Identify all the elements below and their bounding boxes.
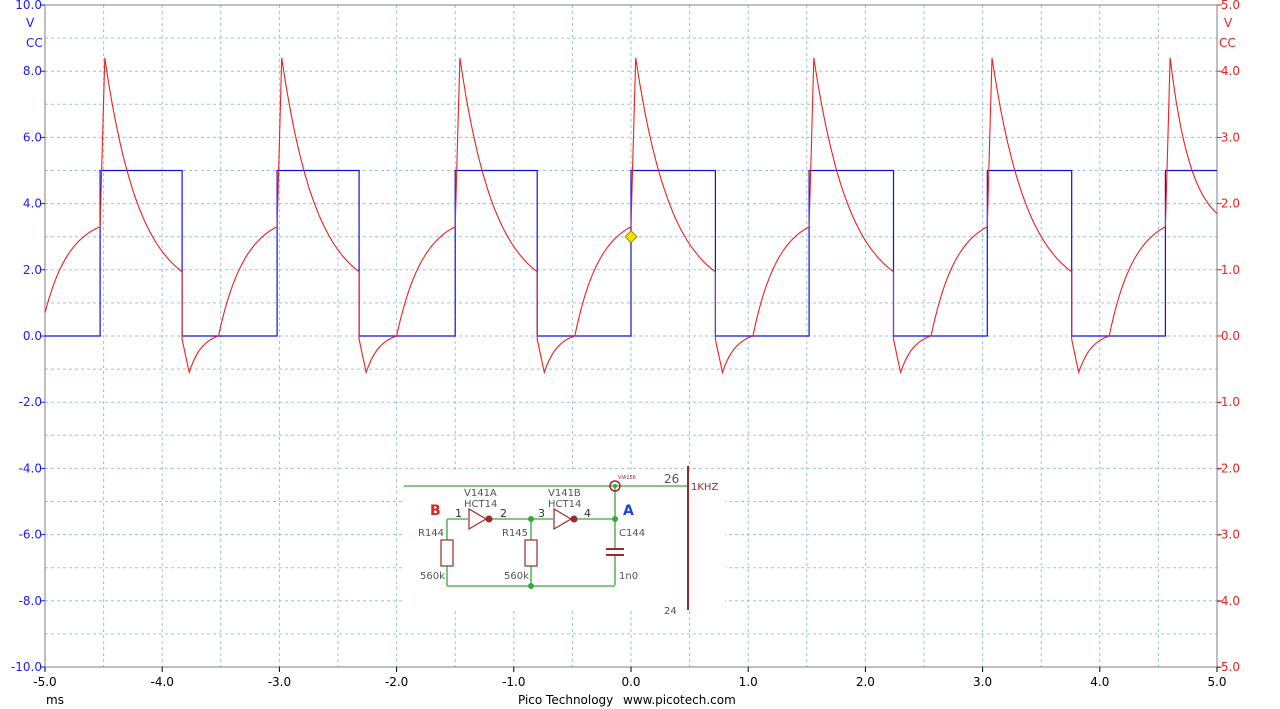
right-tick-label: -4.0 xyxy=(1217,594,1240,608)
gate1-type: HCT14 xyxy=(464,499,497,510)
resistor-r144 xyxy=(440,539,454,567)
x-axis-unit-label: ms xyxy=(46,693,64,707)
gate2-name: V141B xyxy=(548,488,581,499)
right-axis-unit: V xyxy=(1224,16,1233,30)
x-tick-label: 4.0 xyxy=(1090,675,1109,689)
c144-value: 1n0 xyxy=(619,571,638,582)
x-tick-label: 1.0 xyxy=(739,675,758,689)
right-tick-label: -5.0 xyxy=(1217,660,1240,674)
pin-3-label: 3 xyxy=(538,507,545,520)
left-tick-label: 6.0 xyxy=(23,130,42,144)
inverter-gate-v141b xyxy=(553,507,573,531)
net-name: 1KHZ xyxy=(691,482,718,493)
schematic-background xyxy=(402,470,725,610)
right-tick-label: -3.0 xyxy=(1217,528,1240,542)
left-axis-coupling: CC xyxy=(26,36,43,50)
node-label-b: B xyxy=(430,503,441,519)
left-tick-label: -10.0 xyxy=(11,660,42,674)
net-number: 26 xyxy=(664,472,679,486)
c144-name: C144 xyxy=(619,528,645,539)
x-tick-label: -5.0 xyxy=(33,675,56,689)
via-pad xyxy=(609,480,621,492)
x-tick-label: -4.0 xyxy=(150,675,173,689)
pin-4-label: 4 xyxy=(584,507,591,520)
right-tick-label: 0.0 xyxy=(1221,329,1240,343)
left-tick-label: 2.0 xyxy=(23,263,42,277)
x-tick-label: 3.0 xyxy=(973,675,992,689)
trigger-marker xyxy=(624,230,638,244)
right-tick-label: 3.0 xyxy=(1221,130,1240,144)
left-tick-label: 0.0 xyxy=(23,329,42,343)
series-b-rc-wave xyxy=(44,57,1218,375)
right-axis-coupling: CC xyxy=(1219,36,1236,50)
right-axis-ticks: 5.0 4.0 3.0 2.0 1.0 0.0 -1.0 -2.0 -3.0 -4.0 -5.0 xyxy=(1217,0,1240,674)
r145-value: 560k xyxy=(504,571,529,582)
left-tick-label: -6.0 xyxy=(19,528,42,542)
right-tick-label: -1.0 xyxy=(1217,395,1240,409)
gate1-name: V141A xyxy=(464,488,497,499)
right-tick-label: 4.0 xyxy=(1221,64,1240,78)
pin-2-label: 2 xyxy=(500,507,507,520)
footer-url: www.picotech.com xyxy=(623,693,736,707)
right-tick-label: 2.0 xyxy=(1221,197,1240,211)
left-tick-label: -2.0 xyxy=(19,395,42,409)
inverter-gate-v141a xyxy=(468,507,488,531)
traces xyxy=(44,57,1218,375)
r144-name: R144 xyxy=(418,528,444,539)
x-tick-label: -1.0 xyxy=(502,675,525,689)
r145-name: R145 xyxy=(502,528,528,539)
left-axis-ticks: 10.0 8.0 6.0 4.0 2.0 0.0 -2.0 -4.0 -6.0 -8.0 -10.0 xyxy=(11,0,45,674)
series-a-square-wave xyxy=(45,169,1217,337)
left-tick-label: -8.0 xyxy=(19,594,42,608)
x-tick-label: 0.0 xyxy=(621,675,640,689)
pin-1-label: 1 xyxy=(455,507,462,520)
left-tick-label: 4.0 xyxy=(23,197,42,211)
right-tick-label: 1.0 xyxy=(1221,263,1240,277)
left-axis-unit: V xyxy=(26,16,35,30)
r144-value: 560k xyxy=(420,571,445,582)
gate2-type: HCT14 xyxy=(548,499,581,510)
x-tick-label: -2.0 xyxy=(385,675,408,689)
circuit-schematic: B A V141A HCT14 V141B HCT14 1 2 3 4 R144… xyxy=(402,466,725,617)
left-tick-label: -4.0 xyxy=(19,461,42,475)
right-tick-label: -2.0 xyxy=(1217,461,1240,475)
right-tick-label: 5.0 xyxy=(1221,0,1240,12)
x-axis-ticks: -5.0 -4.0 -3.0 -2.0 -1.0 0.0 1.0 2.0 3.0 4.0 5.0 xyxy=(33,667,1227,689)
node-label-a: A xyxy=(623,503,634,519)
x-tick-label: 2.0 xyxy=(856,675,875,689)
x-tick-label: 5.0 xyxy=(1207,675,1226,689)
footer-brand: Pico Technology xyxy=(518,693,613,707)
net-number-cut: 24 xyxy=(664,606,677,617)
via-label: VIA156 xyxy=(618,475,636,481)
left-tick-label: 10.0 xyxy=(15,0,42,12)
resistor-r145 xyxy=(524,539,538,567)
left-tick-label: 8.0 xyxy=(23,64,42,78)
x-tick-label: -3.0 xyxy=(268,675,291,689)
